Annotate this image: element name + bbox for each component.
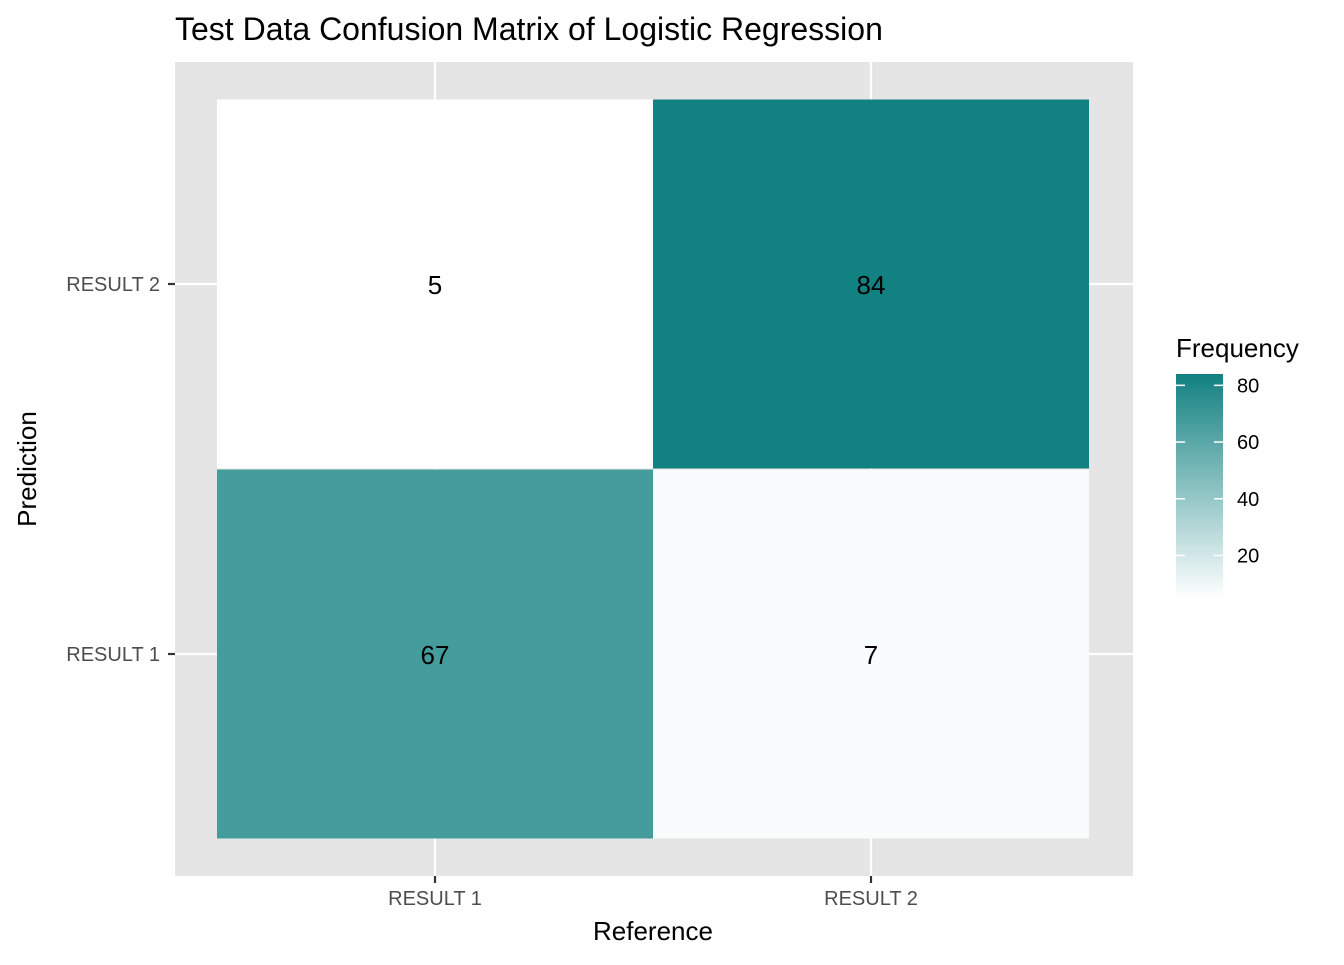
x-tick-label: RESULT 2: [824, 888, 918, 910]
heatmap-cells: [217, 99, 1089, 839]
cell-value-label: 7: [864, 640, 878, 670]
y-tick-label: RESULT 1: [66, 644, 160, 666]
legend-ticks: 20 40 60 80: [1176, 375, 1259, 567]
heatmap-cell: [217, 469, 653, 839]
cell-value-label: 5: [428, 270, 442, 300]
legend-tick-label: 80: [1237, 375, 1259, 397]
x-axis-title: Reference: [593, 916, 713, 946]
heatmap-cell: [653, 469, 1089, 839]
x-tick-label: RESULT 1: [388, 888, 482, 910]
legend-tick-label: 40: [1237, 489, 1259, 511]
legend-colorbar: [1176, 374, 1223, 598]
cell-value-label: 67: [421, 640, 450, 670]
y-axis: RESULT 1 RESULT 2: [66, 274, 175, 666]
x-axis: RESULT 1 RESULT 2: [388, 876, 918, 910]
legend-tick-label: 60: [1237, 432, 1259, 454]
legend-tick-label: 20: [1237, 545, 1259, 567]
cell-labels: 67 7 5 84: [421, 270, 886, 670]
frequency-legend: Frequency 20 40 60 80: [1176, 333, 1299, 598]
cell-value-label: 84: [857, 270, 886, 300]
y-axis-title: Prediction: [12, 411, 42, 527]
heatmap-cell: [217, 99, 653, 469]
legend-title: Frequency: [1176, 333, 1299, 363]
heatmap-cell: [653, 99, 1089, 469]
y-tick-label: RESULT 2: [66, 274, 160, 296]
chart-title: Test Data Confusion Matrix of Logistic R…: [175, 11, 883, 47]
